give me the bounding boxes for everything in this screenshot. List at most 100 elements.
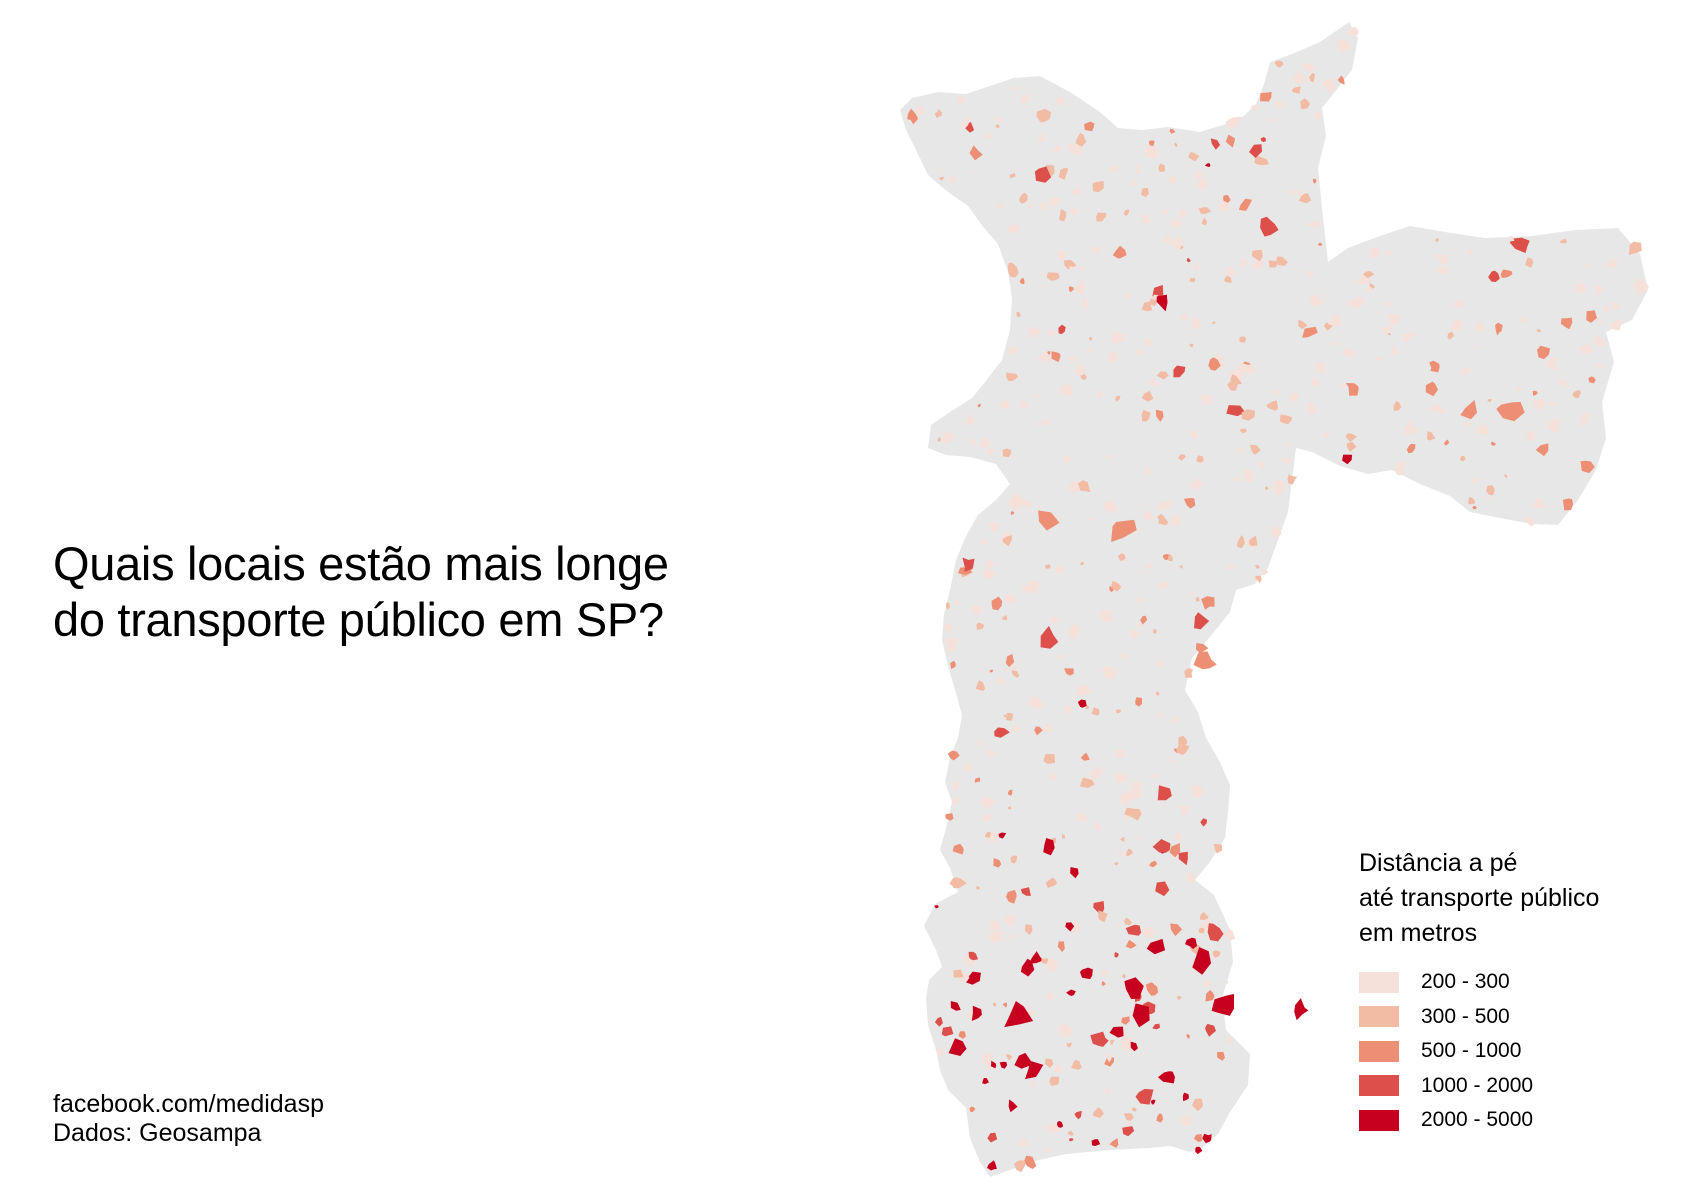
distance-patch <box>1109 1026 1124 1038</box>
distance-patch <box>937 169 942 174</box>
distance-patch <box>946 602 950 610</box>
distance-patch <box>915 104 925 116</box>
distance-patch <box>1171 758 1176 764</box>
distance-patch <box>1320 78 1336 94</box>
distance-patch <box>1167 176 1177 186</box>
distance-patch <box>1287 474 1298 485</box>
distance-patch <box>1144 511 1154 521</box>
distance-patch <box>1067 623 1081 641</box>
distance-patch <box>1100 969 1108 978</box>
distance-patch <box>942 432 953 444</box>
distance-patch <box>1170 923 1183 937</box>
distance-patch <box>1596 318 1602 324</box>
distance-patch <box>1045 1124 1061 1134</box>
distance-patch <box>1115 395 1121 402</box>
distance-patch <box>1057 941 1065 953</box>
distance-patch <box>1255 575 1262 584</box>
distance-patch <box>1101 981 1106 986</box>
distance-patch <box>1192 947 1211 975</box>
distance-patch <box>1348 296 1364 308</box>
distance-patch <box>1260 92 1272 102</box>
distance-patch <box>1155 660 1164 667</box>
distance-patch <box>989 830 1000 843</box>
distance-patch <box>1135 697 1143 707</box>
distance-patch <box>1048 773 1058 781</box>
distance-patch <box>1119 837 1125 842</box>
distance-patch <box>985 448 994 456</box>
distance-patch <box>1004 915 1016 927</box>
distance-patch <box>1049 616 1059 625</box>
distance-patch <box>1158 581 1168 590</box>
distance-patch <box>1605 258 1617 268</box>
distance-patch <box>1449 319 1463 332</box>
distance-patch <box>1535 443 1549 457</box>
distance-patch <box>1193 265 1199 271</box>
distance-patch <box>1079 777 1095 788</box>
distance-patch <box>1184 668 1193 678</box>
distance-patch <box>1071 187 1082 196</box>
distance-patch <box>1170 717 1179 723</box>
distance-patch <box>1007 223 1021 234</box>
distance-patch <box>1070 919 1082 933</box>
distance-patch <box>1164 234 1172 245</box>
distance-patch <box>951 796 959 805</box>
distance-patch <box>1495 322 1503 336</box>
distance-patch <box>1633 278 1649 296</box>
distance-patch <box>1077 811 1088 822</box>
distance-patch <box>950 660 956 669</box>
distance-patch <box>1186 1033 1190 1039</box>
distance-patch <box>1091 707 1100 716</box>
distance-patch <box>1130 630 1139 640</box>
distance-patch <box>1393 461 1406 476</box>
distance-patch <box>1152 628 1157 634</box>
distance-patch <box>1595 286 1603 296</box>
distance-patch <box>1460 399 1477 420</box>
distance-patch <box>970 604 983 616</box>
distance-patch <box>1509 235 1515 242</box>
distance-patch <box>1303 63 1314 72</box>
distance-patch <box>1157 501 1167 511</box>
distance-patch <box>1496 402 1525 422</box>
distance-patch <box>1191 317 1201 330</box>
distance-patch <box>1444 439 1450 446</box>
distance-patch <box>1254 155 1269 166</box>
distance-patch <box>1109 1138 1119 1148</box>
distance-patch <box>1180 313 1189 321</box>
legend-item-300-500: 300 - 500 <box>1359 1000 1599 1035</box>
distance-patch <box>1331 341 1337 347</box>
distance-patch <box>1068 208 1078 216</box>
distance-patch <box>993 1002 997 1007</box>
distance-patch <box>1095 391 1104 399</box>
distance-patch <box>1038 352 1052 363</box>
distance-patch <box>1110 164 1118 174</box>
distance-patch <box>1203 980 1212 988</box>
distance-patch <box>1152 839 1171 853</box>
distance-patch <box>990 920 1000 931</box>
distance-patch <box>1435 238 1439 243</box>
distance-patch <box>1268 260 1277 268</box>
distance-patch <box>1385 250 1392 256</box>
distance-patch <box>1447 331 1455 340</box>
distance-patch <box>1121 973 1126 979</box>
distance-patch <box>1182 1092 1189 1101</box>
distance-patch <box>1195 643 1209 654</box>
distance-patch <box>1092 245 1101 254</box>
distance-patch <box>907 108 919 125</box>
distance-patch <box>1224 980 1229 984</box>
distance-patch <box>1091 1139 1101 1146</box>
distance-patch <box>1162 212 1167 216</box>
distance-patch <box>987 1132 998 1143</box>
distance-patch <box>1135 348 1143 357</box>
distance-patch <box>976 885 981 890</box>
distance-patch <box>997 202 1003 209</box>
legend-title-line-1: Distância a pé <box>1359 849 1518 877</box>
distance-patch <box>1533 398 1545 410</box>
distance-patch <box>1150 1099 1156 1105</box>
distance-patch <box>1211 994 1234 1016</box>
distance-patch <box>1202 1133 1212 1144</box>
distance-patch <box>1005 653 1015 668</box>
distance-patch <box>1307 401 1317 416</box>
distance-patch <box>1156 1113 1163 1123</box>
distance-patch <box>1208 357 1221 371</box>
distance-patch <box>1436 254 1448 265</box>
